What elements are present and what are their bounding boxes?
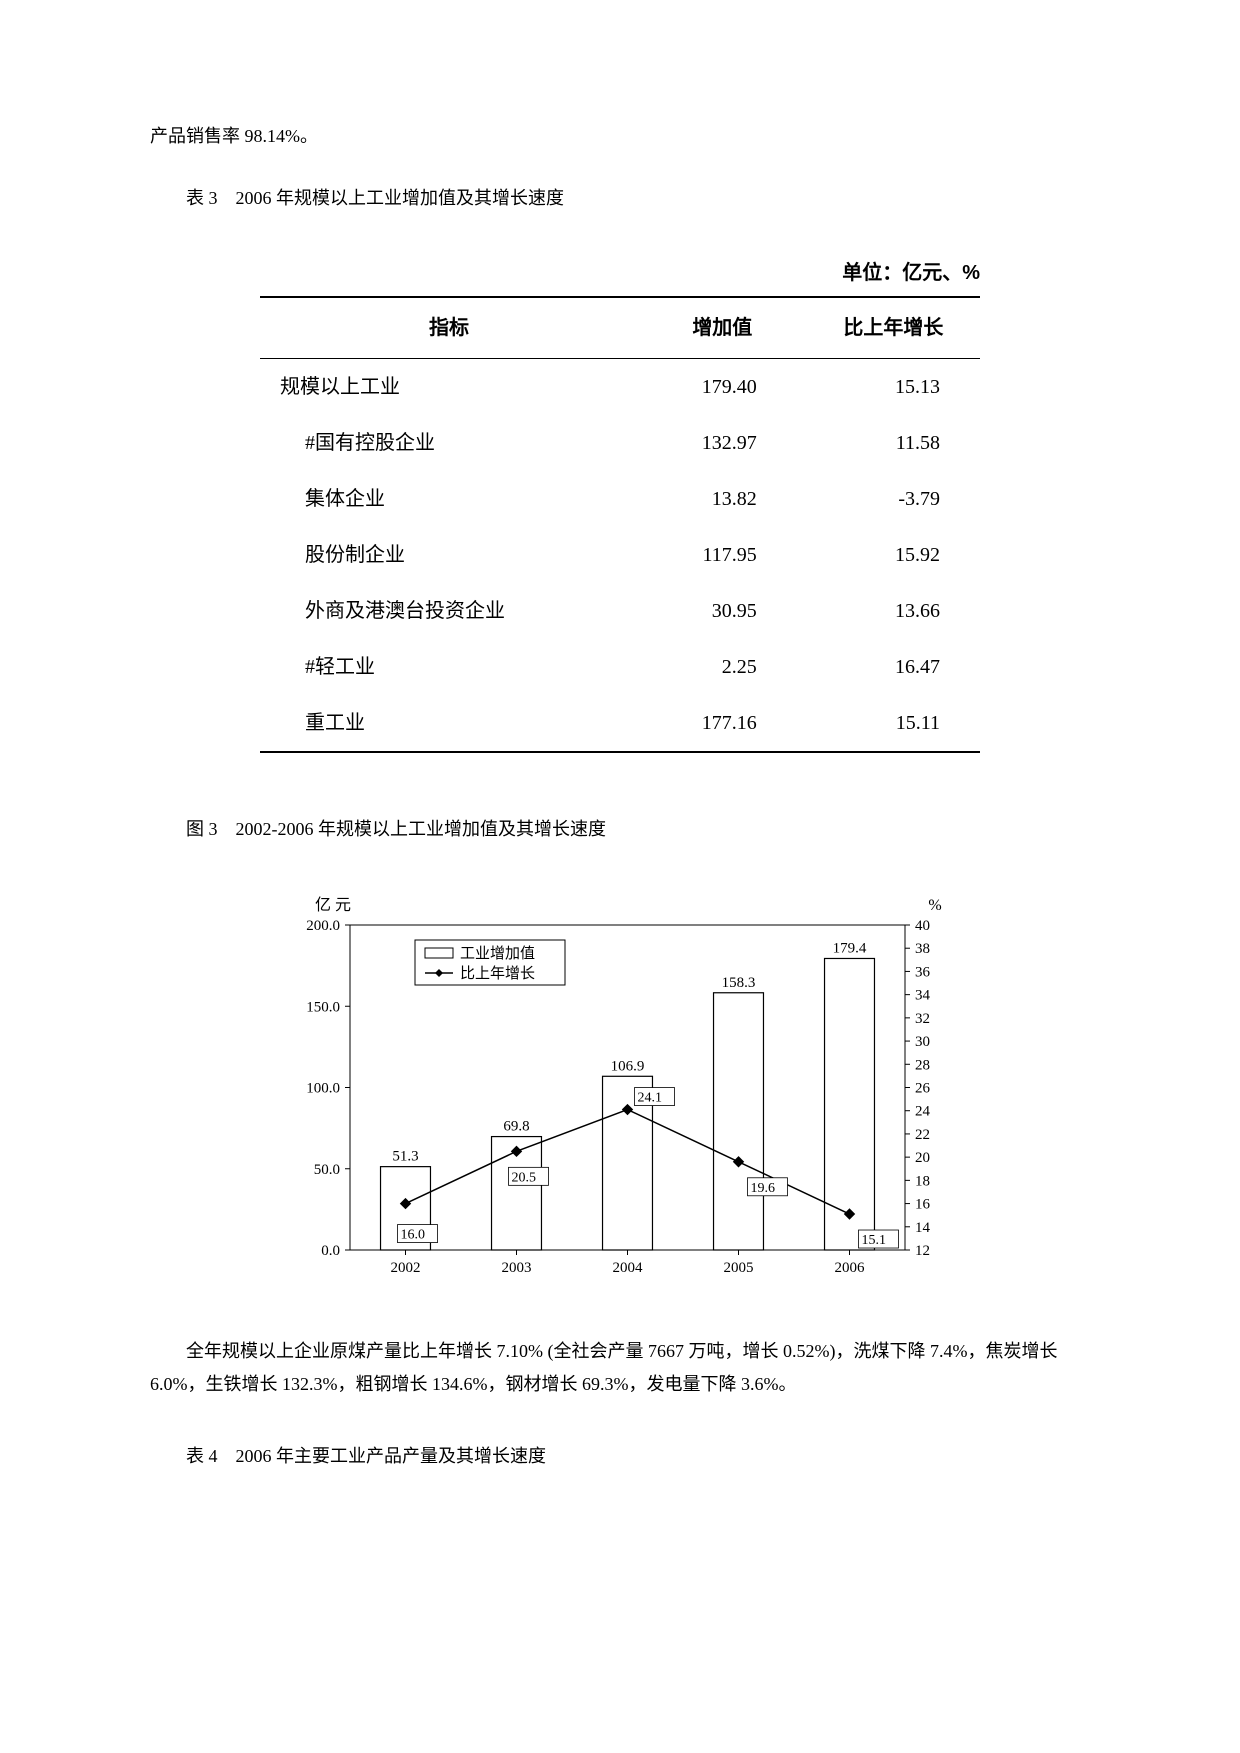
svg-text:28: 28: [915, 1057, 930, 1073]
table-cell-label: 外商及港澳台投资企业: [260, 583, 638, 639]
table-cell-value: 132.97: [638, 415, 807, 471]
svg-text:20.5: 20.5: [512, 1171, 537, 1186]
table-cell-growth: -3.79: [807, 471, 980, 527]
svg-text:38: 38: [915, 941, 930, 957]
table3-unit: 单位：亿元、%: [260, 255, 980, 291]
svg-text:69.8: 69.8: [503, 1119, 529, 1135]
table3-header-row: 指标 增加值 比上年增长: [260, 297, 980, 359]
svg-text:22: 22: [915, 1127, 930, 1143]
table-cell-value: 177.16: [638, 695, 807, 752]
table-row: 重工业177.1615.11: [260, 695, 980, 752]
table-cell-label: #国有控股企业: [260, 415, 638, 471]
svg-text:15.1: 15.1: [862, 1233, 887, 1248]
table-cell-label: 股份制企业: [260, 527, 638, 583]
svg-text:工业增加值: 工业增加值: [460, 945, 535, 962]
chart-container: 0.0 50.0 100.0 150.0 200.0 12 14 16 18 20 22 24 26 28…: [280, 885, 960, 1295]
table-cell-value: 179.40: [638, 358, 807, 415]
svg-text:100.0: 100.0: [306, 1081, 340, 1097]
combo-chart: 0.0 50.0 100.0 150.0 200.0 12 14 16 18 20 22 24 26 28…: [280, 885, 960, 1295]
body-paragraph: 全年规模以上企业原煤产量比上年增长 7.10% (全社会产量 7667 万吨，增…: [150, 1335, 1090, 1400]
svg-text:0.0: 0.0: [321, 1243, 340, 1259]
table-row: 规模以上工业179.4015.13: [260, 358, 980, 415]
table-cell-growth: 13.66: [807, 583, 980, 639]
svg-text:18: 18: [915, 1174, 930, 1190]
table-cell-growth: 11.58: [807, 415, 980, 471]
table-cell-value: 30.95: [638, 583, 807, 639]
svg-text:26: 26: [915, 1081, 931, 1097]
table-cell-label: 规模以上工业: [260, 358, 638, 415]
svg-text:106.9: 106.9: [611, 1058, 645, 1074]
table3-col3: 比上年增长: [807, 297, 980, 359]
table-cell-growth: 15.11: [807, 695, 980, 752]
table-cell-value: 13.82: [638, 471, 807, 527]
table-cell-growth: 16.47: [807, 639, 980, 695]
svg-text:36: 36: [915, 965, 931, 981]
svg-text:2004: 2004: [613, 1260, 644, 1276]
svg-text:14: 14: [915, 1220, 931, 1236]
intro-paragraph: 产品销售率 98.14%。: [150, 120, 1090, 152]
table3-col2: 增加值: [638, 297, 807, 359]
svg-text:2006: 2006: [835, 1260, 866, 1276]
table-cell-value: 117.95: [638, 527, 807, 583]
svg-text:158.3: 158.3: [722, 975, 756, 991]
svg-text:24: 24: [915, 1104, 931, 1120]
svg-text:16.0: 16.0: [401, 1228, 426, 1243]
table-row: 股份制企业117.9515.92: [260, 527, 980, 583]
svg-text:20: 20: [915, 1150, 930, 1166]
svg-text:比上年增长: 比上年增长: [460, 965, 535, 982]
svg-text:24.1: 24.1: [638, 1091, 663, 1106]
svg-text:200.0: 200.0: [306, 918, 340, 934]
table-cell-label: 集体企业: [260, 471, 638, 527]
svg-text:2003: 2003: [502, 1260, 532, 1276]
svg-text:150.0: 150.0: [306, 999, 340, 1015]
table-cell-label: #轻工业: [260, 639, 638, 695]
table3-title: 表 3 2006 年规模以上工业增加值及其增长速度: [150, 182, 1090, 214]
svg-text:51.3: 51.3: [392, 1149, 418, 1165]
table-row: 外商及港澳台投资企业30.9513.66: [260, 583, 980, 639]
svg-text:179.4: 179.4: [833, 941, 867, 957]
table-cell-label: 重工业: [260, 695, 638, 752]
fig3-title: 图 3 2002-2006 年规模以上工业增加值及其增长速度: [150, 813, 1090, 845]
table3: 指标 增加值 比上年增长 规模以上工业179.4015.13#国有控股企业132…: [260, 296, 980, 753]
table3-col1: 指标: [260, 297, 638, 359]
svg-text:30: 30: [915, 1034, 930, 1050]
svg-text:34: 34: [915, 988, 931, 1004]
svg-text:12: 12: [915, 1243, 930, 1259]
svg-text:亿 元: 亿 元: [315, 896, 351, 914]
svg-text:16: 16: [915, 1197, 931, 1213]
svg-text:2002: 2002: [391, 1260, 421, 1276]
table-cell-growth: 15.92: [807, 527, 980, 583]
svg-text:19.6: 19.6: [751, 1181, 776, 1196]
table-cell-growth: 15.13: [807, 358, 980, 415]
svg-text:40: 40: [915, 918, 930, 934]
table-cell-value: 2.25: [638, 639, 807, 695]
svg-text:50.0: 50.0: [314, 1162, 340, 1178]
table-row: 集体企业13.82-3.79: [260, 471, 980, 527]
svg-text:2005: 2005: [724, 1260, 754, 1276]
svg-text:%: %: [928, 897, 941, 914]
table4-title: 表 4 2006 年主要工业产品产量及其增长速度: [150, 1440, 1090, 1472]
svg-text:32: 32: [915, 1011, 930, 1027]
table-row: #轻工业2.2516.47: [260, 639, 980, 695]
table3-container: 单位：亿元、% 指标 增加值 比上年增长 规模以上工业179.4015.13#国…: [260, 255, 980, 753]
table-row: #国有控股企业132.9711.58: [260, 415, 980, 471]
